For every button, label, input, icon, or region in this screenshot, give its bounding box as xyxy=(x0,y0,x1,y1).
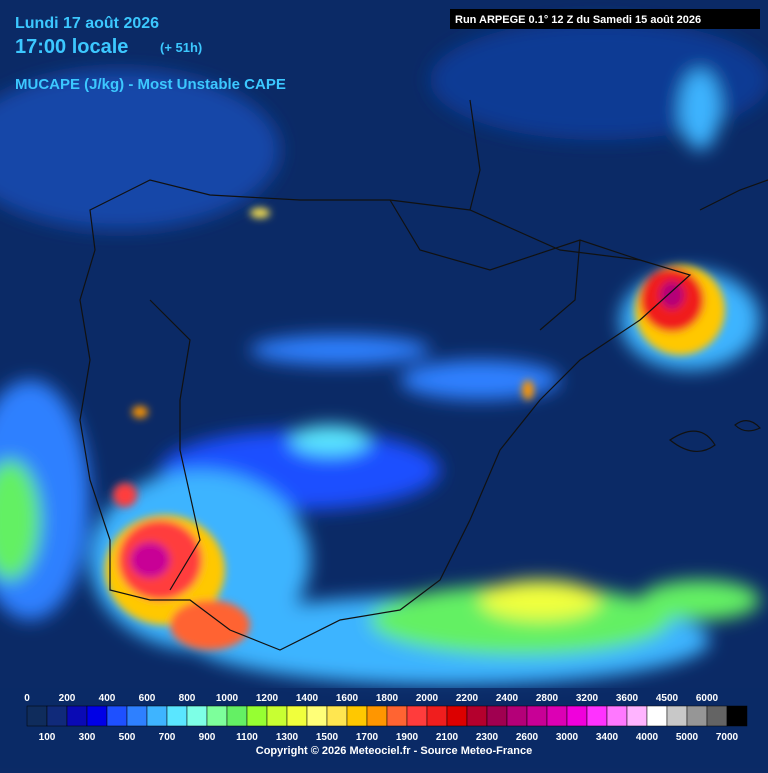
legend-swatch xyxy=(366,705,388,727)
legend-swatch xyxy=(706,705,728,727)
lead-time: (+ 51h) xyxy=(160,40,202,55)
legend-swatch xyxy=(666,705,688,727)
legend-swatch xyxy=(626,705,648,727)
legend-label: 200 xyxy=(59,693,76,704)
legend-swatch xyxy=(506,705,528,727)
legend-label: 2800 xyxy=(536,693,559,704)
run-box xyxy=(450,9,760,29)
legend-label: 700 xyxy=(159,732,176,743)
legend-label: 6000 xyxy=(696,693,719,704)
legend-label: 1600 xyxy=(336,693,359,704)
parameter: MUCAPE (J/kg) - Most Unstable CAPE xyxy=(15,76,286,93)
legend-label: 4500 xyxy=(656,693,679,704)
legend-label: 0 xyxy=(24,693,30,704)
legend-swatch xyxy=(46,705,68,727)
legend-swatch xyxy=(266,705,288,727)
legend-swatch xyxy=(86,705,108,727)
legend-label: 3000 xyxy=(556,732,579,743)
legend-swatch xyxy=(586,705,608,727)
legend-label: 3600 xyxy=(616,693,639,704)
legend-label: 2200 xyxy=(456,693,479,704)
legend-swatch xyxy=(486,705,508,727)
legend-swatch xyxy=(126,705,148,727)
legend-label: 1500 xyxy=(316,732,339,743)
legend-swatch xyxy=(606,705,628,727)
legend-swatch xyxy=(686,705,708,727)
legend-swatch xyxy=(546,705,568,727)
legend-swatch xyxy=(206,705,228,727)
legend-swatch xyxy=(26,705,48,727)
legend-label: 3200 xyxy=(576,693,599,704)
legend-label: 1100 xyxy=(236,732,258,743)
legend-label: 4000 xyxy=(636,732,659,743)
legend-swatch xyxy=(566,705,588,727)
legend-label: 900 xyxy=(199,732,216,743)
legend: 0 200 400 600 800 1000 1200 1400 1600 1800 2000 220… xyxy=(24,693,748,743)
legend-swatch xyxy=(66,705,88,727)
run-info: Run ARPEGE 0.1° 12 Z du Samedi 15 août 2… xyxy=(455,14,701,26)
legend-label: 1700 xyxy=(356,732,379,743)
legend-label: 2000 xyxy=(416,693,439,704)
borders xyxy=(79,99,768,651)
legend-swatch xyxy=(726,705,748,727)
legend-swatch xyxy=(246,705,268,727)
date: Lundi 17 août 2026 xyxy=(15,15,159,32)
legend-swatch xyxy=(146,705,168,727)
legend-swatch xyxy=(186,705,208,727)
legend-label: 400 xyxy=(99,693,116,704)
legend-swatch xyxy=(426,705,448,727)
legend-label: 1000 xyxy=(216,693,239,704)
legend-swatch xyxy=(386,705,408,727)
legend-swatch xyxy=(106,705,128,727)
legend-label: 100 xyxy=(39,732,56,743)
legend-label: 2400 xyxy=(496,693,519,704)
legend-swatch xyxy=(446,705,468,727)
legend-swatch xyxy=(286,705,308,727)
legend-label: 1300 xyxy=(276,732,299,743)
legend-label: 2100 xyxy=(436,732,459,743)
legend-label: 1400 xyxy=(296,693,319,704)
legend-label: 1200 xyxy=(256,693,279,704)
time: 17:00 locale xyxy=(15,36,128,58)
legend-swatch xyxy=(326,705,348,727)
legend-swatch xyxy=(346,705,368,727)
legend-swatch xyxy=(166,705,188,727)
legend-panel xyxy=(0,688,768,768)
legend-swatch xyxy=(226,705,248,727)
legend-swatch xyxy=(406,705,428,727)
legend-label: 600 xyxy=(139,693,156,704)
legend-label: 500 xyxy=(119,732,136,743)
legend-label: 2600 xyxy=(516,732,539,743)
legend-swatch xyxy=(466,705,488,727)
legend-swatch xyxy=(306,705,328,727)
legend-label: 300 xyxy=(79,732,96,743)
legend-label: 800 xyxy=(179,693,196,704)
copyright: Copyright © 2026 Meteociel.fr - Source M… xyxy=(256,745,532,757)
legend-swatch xyxy=(646,705,668,727)
legend-label: 1900 xyxy=(396,732,419,743)
legend-label: 5000 xyxy=(676,732,699,743)
cape-cores xyxy=(105,208,725,650)
legend-swatch xyxy=(526,705,548,727)
legend-label: 1800 xyxy=(376,693,399,704)
legend-label: 2300 xyxy=(476,732,499,743)
legend-label: 7000 xyxy=(716,732,739,743)
legend-label: 3400 xyxy=(596,732,619,743)
